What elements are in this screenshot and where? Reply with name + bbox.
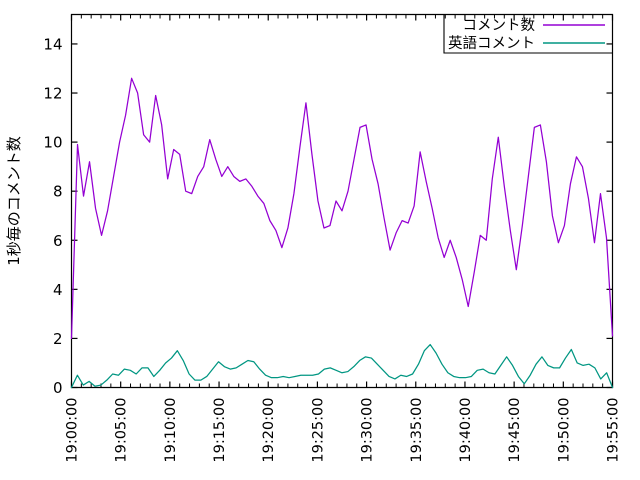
x-tick-label: 19:30:00 — [360, 398, 376, 463]
x-tick-label: 19:10:00 — [163, 398, 179, 463]
x-tick-label: 19:25:00 — [310, 398, 326, 463]
plot-border — [70, 13, 614, 389]
y-axis-title-text: 1秒毎のコメント数 — [5, 136, 23, 266]
x-tick-label: 19:50:00 — [556, 398, 572, 463]
series-line-1 — [70, 77, 614, 340]
x-tick-label: 19:20:00 — [261, 398, 277, 463]
y-tick-label: 14 — [43, 35, 62, 53]
x-tick-label: 19:05:00 — [114, 398, 130, 463]
x-tick-label: 19:55:00 — [606, 398, 622, 463]
y-axis-title: 1秒毎のコメント数 — [5, 136, 23, 266]
y-axis: 0 2 4 6 8 10 12 14 — [43, 35, 613, 397]
legend-label-1: コメント数 — [463, 17, 536, 34]
plot-frame — [70, 13, 614, 389]
x-tick-label: 19:35:00 — [409, 398, 425, 463]
series-line-2 — [70, 343, 614, 389]
y-tick-label: 12 — [43, 85, 62, 103]
y-tick-label: 0 — [53, 379, 63, 397]
data-series-group — [70, 77, 614, 389]
legend-border — [443, 14, 613, 54]
y-tick-label: 4 — [53, 281, 63, 299]
x-tick-label: 19:00:00 — [65, 398, 81, 463]
x-tick-label: 19:15:00 — [212, 398, 228, 463]
legend-label-2: 英語コメント — [448, 34, 535, 52]
x-axis: 19:00:00 19:05:00 19:10:00 19:15:00 19:20:00… — [65, 14, 622, 463]
y-tick-label: 8 — [53, 183, 63, 201]
x-tick-label: 19:40:00 — [458, 398, 474, 463]
x-tick-label: 19:45:00 — [507, 398, 523, 463]
y-tick-label: 6 — [53, 232, 63, 250]
y-tick-label: 2 — [53, 330, 63, 348]
y-tick-label: 10 — [43, 134, 62, 152]
